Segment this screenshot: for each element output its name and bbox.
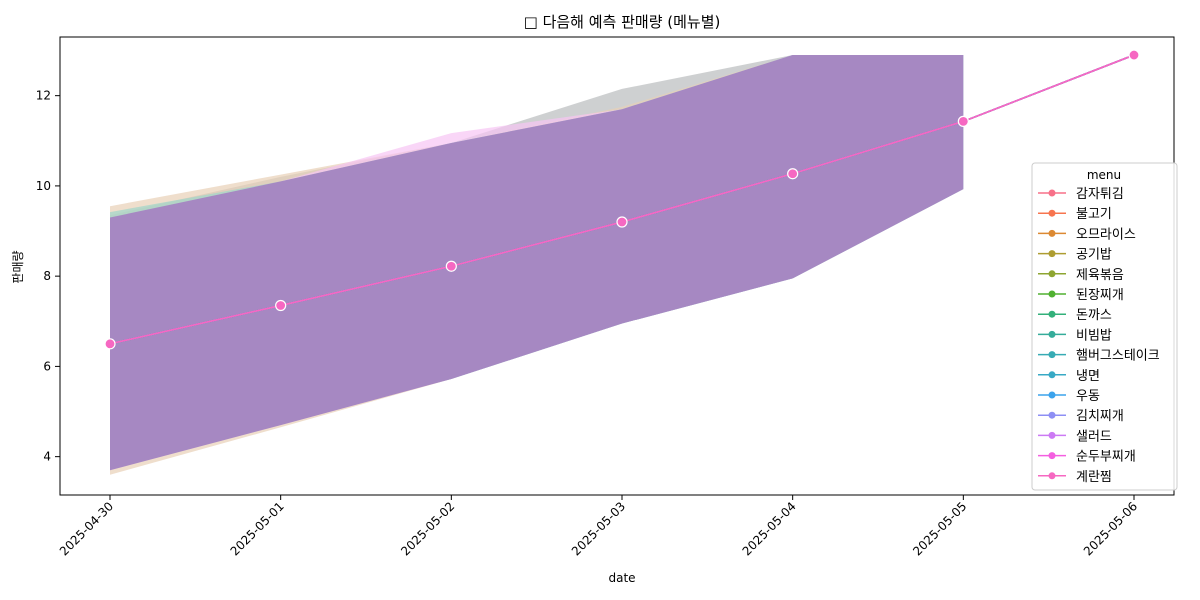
data-point [616,216,628,228]
legend-marker [1048,411,1056,419]
legend-label: 김치찌개 [1076,409,1124,424]
legend-marker [1048,431,1056,439]
legend-marker [1048,229,1056,237]
legend-marker [1048,452,1056,460]
legend-marker [1048,250,1056,258]
legend-marker [1048,209,1056,217]
legend-label: 냉면 [1076,369,1100,384]
legend-label: 제육볶음 [1076,268,1124,283]
legend-label: 돈까스 [1076,308,1112,323]
x-tick-label: 2025-05-01 [228,499,287,558]
x-tick-label: 2025-05-02 [398,499,457,558]
chart-title: □ 다음해 예측 판매량 (메뉴별) [524,13,721,31]
series-lines [104,49,1140,350]
legend-marker [1048,371,1056,379]
legend-marker [1048,330,1056,338]
x-tick-label: 2025-05-04 [740,499,799,558]
y-axis: 4 6 8 10 12 [36,89,60,464]
legend-label: 불고기 [1076,207,1112,222]
confidence-bands [110,55,964,475]
x-tick-label: 2025-04-30 [57,499,116,558]
data-point [957,115,969,127]
data-point [1128,49,1140,61]
data-point [787,168,799,180]
x-tick-label: 2025-05-05 [910,499,969,558]
legend-label: 오므라이스 [1076,227,1136,242]
legend-marker [1048,351,1056,359]
legend-label: 순두부찌개 [1076,450,1136,465]
legend-items: 감자튀김불고기오므라이스공기밥제육볶음된장찌개돈까스비빔밥햄버그스테이크냉면우동… [1038,187,1160,485]
legend-label: 우동 [1076,389,1100,404]
legend: menu 감자튀김불고기오므라이스공기밥제육볶음된장찌개돈까스비빔밥햄버그스테이… [1031,162,1178,491]
legend-label: 샐러드 [1076,429,1112,444]
y-tick-label: 4 [43,450,51,464]
confidence-band [110,55,964,471]
x-axis-label: date [608,571,635,585]
x-tick-label: 2025-05-06 [1081,499,1140,558]
legend-marker [1048,391,1056,399]
legend-label: 감자튀김 [1076,187,1124,202]
y-tick-label: 12 [36,89,51,103]
legend-marker [1048,310,1056,318]
legend-marker [1048,472,1056,480]
x-tick-label: 2025-05-03 [569,499,628,558]
y-tick-label: 6 [43,359,51,373]
y-axis-label: 판매량 [11,250,25,283]
y-tick-label: 10 [36,179,51,193]
legend-marker [1048,270,1056,278]
y-tick-label: 8 [43,269,51,283]
legend-title: menu [1087,168,1121,182]
legend-label: 햄버그스테이크 [1076,348,1160,364]
legend-label: 된장찌개 [1076,288,1124,303]
legend-marker [1048,189,1056,197]
data-point [275,299,287,312]
legend-label: 비빔밥 [1076,328,1112,343]
legend-label: 공기밥 [1076,248,1112,263]
x-axis: 2025-04-30 2025-05-01 2025-05-02 2025-05-03… [57,495,1140,558]
data-point [445,260,457,272]
legend-label: 계란찜 [1076,470,1112,485]
legend-marker [1048,290,1056,298]
data-point [104,338,116,350]
legend-frame [1031,162,1178,491]
